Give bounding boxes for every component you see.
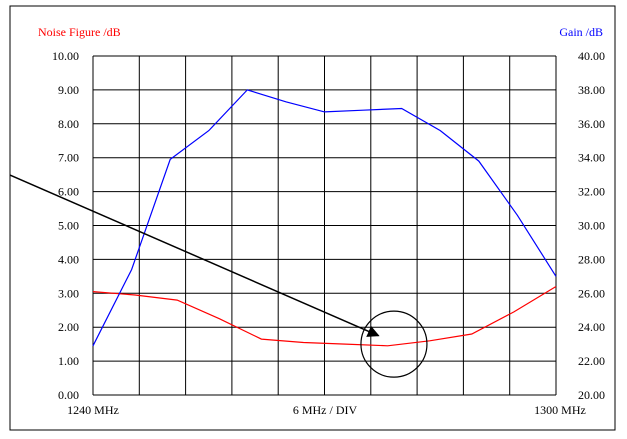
left-tick-label: 8.00 <box>58 117 79 131</box>
left-tick-labels: 0.00 1.00 2.00 3.00 4.00 5.00 6.00 7.00 8.00 9.00… <box>52 49 79 402</box>
chart-outer-frame <box>9 5 616 431</box>
left-tick-label: 0.00 <box>58 388 79 402</box>
right-tick-label: 20.00 <box>578 388 605 402</box>
left-tick-label: 6.00 <box>58 185 79 199</box>
x-axis-left-label: 1240 MHz <box>67 403 119 417</box>
left-axis-title: Noise Figure /dB <box>38 25 121 39</box>
right-tick-label: 36.00 <box>578 117 605 131</box>
right-tick-label: 32.00 <box>578 185 605 199</box>
right-tick-label: 38.00 <box>578 83 605 97</box>
right-tick-label: 34.00 <box>578 151 605 165</box>
gain-series-line <box>92 89 557 347</box>
right-tick-label: 40.00 <box>578 49 605 63</box>
right-tick-label: 22.00 <box>578 354 605 368</box>
left-tick-label: 7.00 <box>58 151 79 165</box>
right-tick-label: 26.00 <box>578 286 605 300</box>
right-axis-title: Gain /dB <box>559 25 603 39</box>
callout-arrow <box>9 174 380 337</box>
left-tick-label: 1.00 <box>58 354 79 368</box>
left-tick-label: 4.00 <box>58 252 79 266</box>
series-layer <box>92 89 557 347</box>
right-tick-label: 24.00 <box>578 320 605 334</box>
annotation-layer <box>9 174 428 378</box>
right-tick-labels: 20.00 22.00 24.00 26.00 28.00 30.00 32.00 34.00… <box>578 49 605 402</box>
left-tick-label: 2.00 <box>58 320 79 334</box>
left-tick-label: 3.00 <box>58 286 79 300</box>
left-tick-label: 5.00 <box>58 219 79 233</box>
right-tick-label: 28.00 <box>578 252 605 266</box>
x-axis-center-label: 6 MHz / DIV <box>293 403 358 417</box>
right-tick-label: 30.00 <box>578 219 605 233</box>
left-tick-label: 9.00 <box>58 83 79 97</box>
callout-circle <box>360 310 428 378</box>
noise-figure-series-line <box>92 285 557 347</box>
x-axis-right-label: 1300 MHz <box>534 403 586 417</box>
left-tick-label: 10.00 <box>52 49 79 63</box>
